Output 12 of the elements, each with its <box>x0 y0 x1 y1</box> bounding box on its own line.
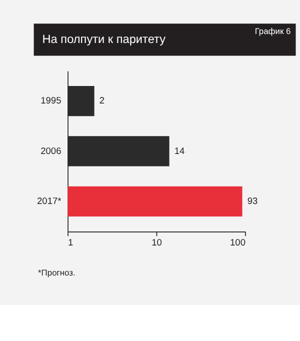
chart-title: На полпути к паритету <box>42 32 166 46</box>
text: *Прогноз. <box>38 267 76 278</box>
data-label: 93 <box>247 196 258 206</box>
data-label: 14 <box>174 146 185 156</box>
y-tick-label: 2017* <box>37 196 62 206</box>
y-tick-label: 1995 <box>40 96 62 106</box>
text: График 6 <box>254 26 291 36</box>
data-label: 2 <box>99 96 105 106</box>
x-tick-label: 1 <box>68 237 74 248</box>
x-tick-label: 10 <box>152 237 162 248</box>
y-tick-label: 2006 <box>40 146 62 156</box>
x-tick-label: 100 <box>230 237 246 248</box>
